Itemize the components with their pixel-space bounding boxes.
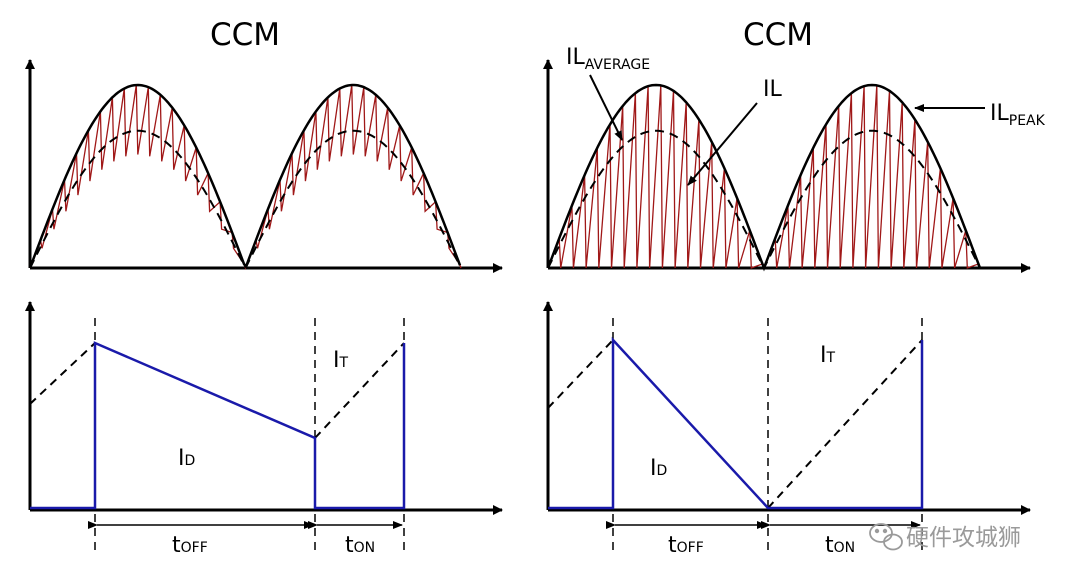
il-peak-main-text: IL (990, 101, 1009, 126)
watermark-text: 硬件攻城狮 (906, 525, 1021, 551)
wechat-icon (869, 523, 903, 551)
toff-left-label: tOFF (172, 533, 208, 558)
watermark: 硬件攻城狮 (869, 523, 1021, 551)
toff-right-sub-text: OFF (677, 540, 704, 556)
ton-right-label: tON (825, 533, 855, 558)
svg-text:ILPEAK: ILPEAK (990, 101, 1046, 129)
il-peak-label: ILPEAK (990, 101, 1046, 129)
toff-right-label: tOFF (668, 533, 704, 558)
ton-right-main-text: t (825, 533, 834, 558)
it-right-label: IT (820, 343, 836, 368)
top-left-current-curves (28, 83, 462, 270)
top-left-axes (25, 59, 503, 273)
il-average-arrow (589, 74, 623, 141)
top-right-current-curves (546, 83, 982, 272)
it-right-sub-text: T (826, 350, 836, 366)
id-left-main-text: I (178, 446, 185, 471)
it-right-main-text: I (820, 343, 827, 368)
il-peak-sub-text: PEAK (1009, 113, 1046, 129)
il-label: IL (763, 77, 782, 102)
top-left-inductor-ripple (29, 84, 462, 270)
toff-right-main-text: t (668, 533, 677, 558)
top-left-peak-envelope (28, 83, 462, 270)
il-average-sub-text: AVERAGE (585, 57, 650, 73)
id-right-label: ID (650, 456, 667, 481)
toff-left-main-text: t (172, 533, 181, 558)
top-left-average-current (29, 129, 461, 269)
il-arrow (687, 102, 758, 186)
id-left-sub-text: D (185, 453, 196, 469)
bottom-left-diode-current (30, 341, 406, 510)
id-right-main-text: I (650, 456, 657, 481)
bottom-right-axes (543, 301, 1031, 515)
ton-left-label: tON (345, 533, 375, 558)
it-left-main-text: I (333, 348, 340, 373)
il-text: IL (763, 77, 782, 102)
bottom-right-dashed-guides (612, 318, 923, 552)
it-left-label: IT (333, 348, 349, 373)
toff-left-sub-text: OFF (181, 540, 208, 556)
top-right-inductor-ripple (547, 85, 981, 270)
bottom-left-axes (25, 301, 503, 515)
top-right-peak-envelope (546, 83, 982, 272)
il-average-main-text: IL (566, 45, 585, 70)
bottom-right-switch-current-ramps (547, 339, 923, 509)
id-left-label: ID (178, 446, 195, 471)
ton-left-sub-text: ON (354, 540, 376, 556)
ton-right-sub-text: ON (834, 540, 856, 556)
bottom-left-dashed-guides (94, 318, 405, 552)
left-panel-title: CCM (210, 17, 280, 53)
il-average-label: ILAVERAGE (566, 45, 650, 73)
bottom-left-switch-current-ramps (29, 342, 405, 439)
right-panel-title: CCM (743, 17, 813, 53)
svg-text:ILAVERAGE: ILAVERAGE (566, 45, 650, 73)
bottom-right-diode-current (548, 336, 924, 510)
ton-left-main-text: t (345, 533, 354, 558)
it-left-sub-text: T (339, 355, 349, 371)
id-right-sub-text: D (657, 463, 668, 479)
